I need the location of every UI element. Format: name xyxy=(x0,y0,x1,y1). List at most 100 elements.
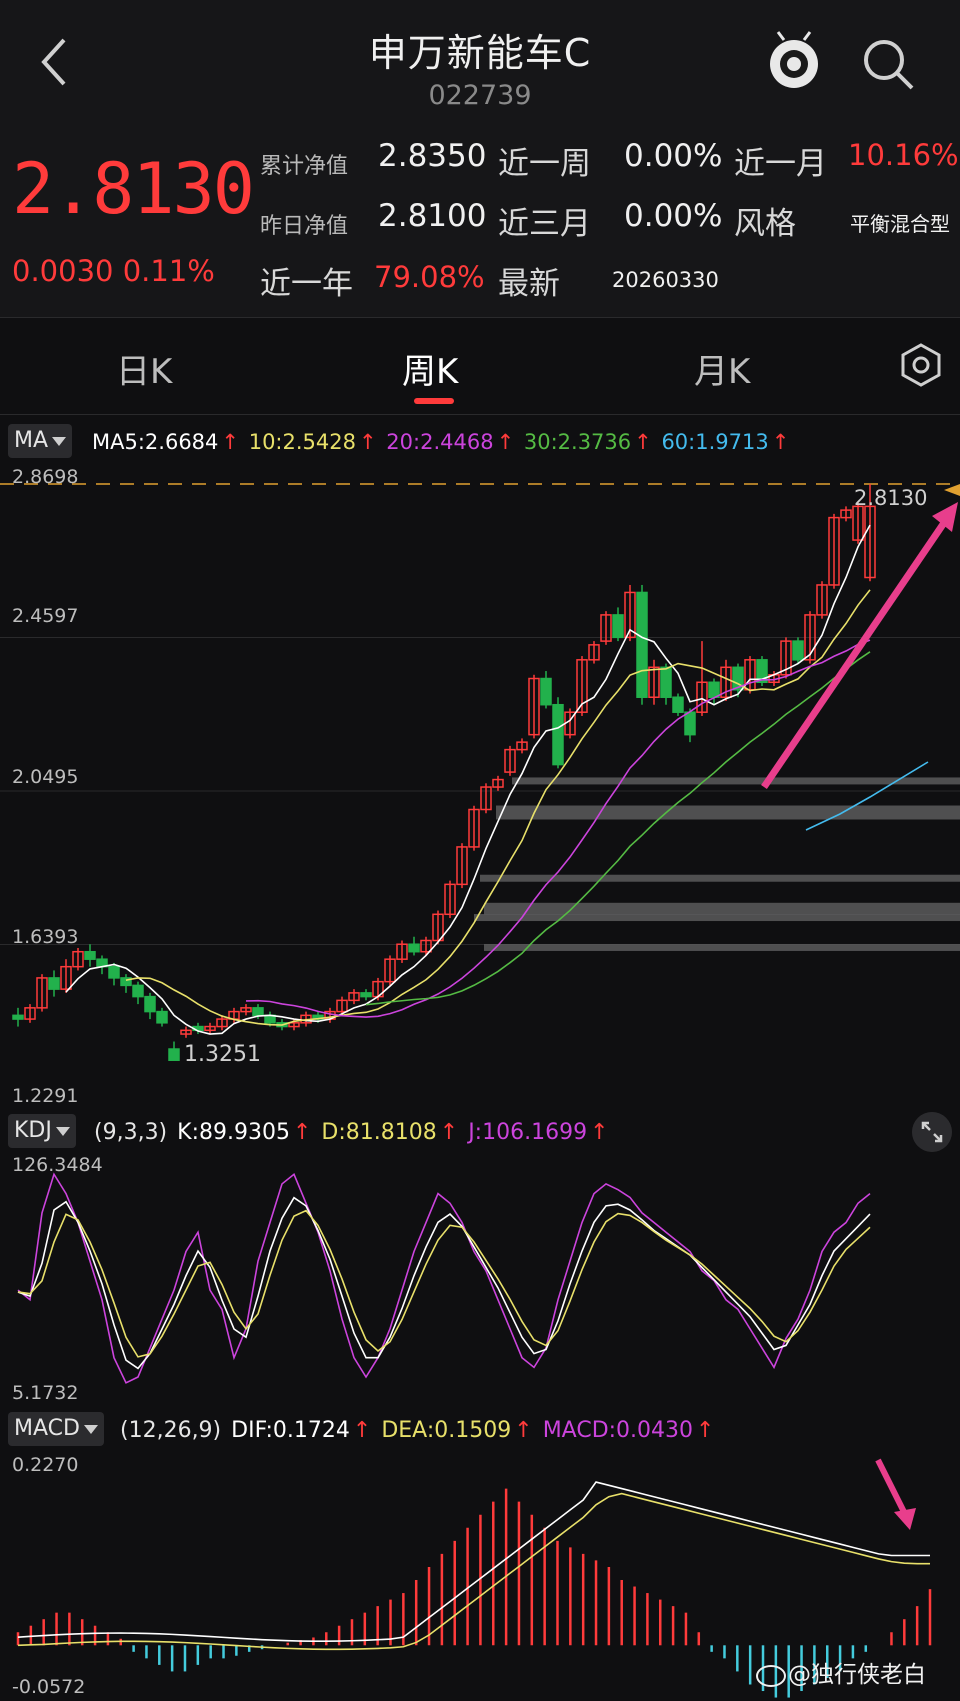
prev-nav-value: 2.8100 xyxy=(378,198,487,234)
candle-body xyxy=(624,591,636,639)
fund-code: 022739 xyxy=(428,80,532,111)
price-axis-label-top: 2.8698 xyxy=(12,466,79,488)
candle-body xyxy=(240,1007,252,1013)
candle-body xyxy=(720,666,732,698)
price-change-value: 0.0030 xyxy=(12,254,114,288)
candle-body xyxy=(684,711,696,736)
candle-body xyxy=(180,1029,192,1035)
candle-body xyxy=(816,584,828,616)
kdj-selector-label: KDJ xyxy=(14,1118,52,1143)
candle-body xyxy=(156,1010,168,1024)
macd-selector[interactable]: MACD xyxy=(8,1412,104,1446)
kdj-params: (9,3,3) xyxy=(94,1120,168,1145)
candle-body xyxy=(732,666,744,691)
candle-body xyxy=(144,995,156,1013)
year-value: 79.08% xyxy=(374,260,485,294)
candle-body xyxy=(24,1007,36,1020)
candle-body xyxy=(804,614,816,661)
candle-body xyxy=(288,1022,300,1028)
active-tab-indicator xyxy=(414,398,454,404)
candle-body xyxy=(492,778,504,788)
ma60-up-arrow: ↑ xyxy=(771,430,790,454)
candle-body xyxy=(696,681,708,713)
week-value: 0.00% xyxy=(624,138,723,174)
kdj-chart[interactable] xyxy=(0,1152,960,1406)
ma20-value: 20:2.4468 xyxy=(386,430,494,454)
macd-hist-value: MACD:0.0430 xyxy=(542,1418,694,1443)
candle-body xyxy=(252,1007,264,1017)
candle-body xyxy=(660,666,672,698)
support-band xyxy=(512,777,960,785)
settings-hexagon-icon[interactable] xyxy=(898,342,944,388)
ma-values: MA5:2.6684 ↑ 10:2.5428 ↑ 20:2.4468 ↑ 30:2.3… xyxy=(92,430,792,454)
price-change: 0.0030 0.11% xyxy=(12,254,215,288)
watermark: @独行侠老白 xyxy=(756,1655,926,1689)
candle-body xyxy=(216,1018,228,1028)
tab-monthly[interactable]: 月K xyxy=(694,352,751,392)
candle-body xyxy=(756,659,768,684)
kdj-d-line xyxy=(17,1209,871,1358)
candle-body xyxy=(480,786,492,811)
kdj-j-up-arrow: ↑ xyxy=(590,1120,609,1145)
candle-body xyxy=(348,992,360,1002)
candle-body xyxy=(360,992,372,998)
kdj-k-line xyxy=(17,1196,871,1370)
kdj-indicator-bar: KDJ (9,3,3) K:89.9305 ↑ D:81.8108 ↑ J:106.… xyxy=(0,1112,960,1152)
support-band xyxy=(496,805,960,820)
year-label: 近一年 xyxy=(260,266,353,302)
last-price-tag: 2.8130 xyxy=(854,486,928,510)
ma-selector[interactable]: MA xyxy=(8,424,73,458)
search-icon[interactable] xyxy=(860,36,916,92)
ma5-value: MA5:2.6684 xyxy=(92,430,219,454)
candle-body xyxy=(840,509,852,519)
candle-body xyxy=(432,913,444,942)
top-bar: 申万新能车C 022739 xyxy=(0,0,960,122)
candle-body xyxy=(84,950,96,960)
ma5-up-arrow: ↑ xyxy=(221,430,240,454)
macd-dif-value: DIF:0.1724 xyxy=(231,1418,350,1443)
style-value: 平衡混合型 xyxy=(850,212,950,236)
kdj-k-value: K:89.9305 xyxy=(177,1120,290,1145)
macd-dif-line xyxy=(17,1481,930,1643)
candle-body xyxy=(72,950,84,968)
macd-dea-value: DEA:0.1509 xyxy=(381,1418,512,1443)
macd-axis-min: -0.0572 xyxy=(12,1676,86,1698)
candle-body xyxy=(576,659,588,713)
tab-daily[interactable]: 日K xyxy=(116,352,173,392)
candle-body xyxy=(852,505,864,541)
expand-icon[interactable] xyxy=(912,1112,952,1152)
candle-body xyxy=(12,1014,24,1020)
dropdown-triangle-icon xyxy=(83,1424,98,1434)
month-label: 近一月 xyxy=(734,146,827,182)
candle-body xyxy=(108,965,120,979)
macd-chart[interactable] xyxy=(0,1452,960,1701)
candlestick-chart[interactable] xyxy=(0,462,960,1102)
kdj-d-up-arrow: ↑ xyxy=(439,1120,459,1145)
kdj-values: (9,3,3) K:89.9305 ↑ D:81.8108 ↑ J:106.1699… xyxy=(94,1120,612,1145)
price-axis-label-bottom: 1.2291 xyxy=(12,1085,79,1107)
dropdown-triangle-icon xyxy=(52,436,67,446)
candle-body xyxy=(444,883,456,916)
acc-nav-value: 2.8350 xyxy=(378,138,487,174)
ma10-up-arrow: ↑ xyxy=(358,430,377,454)
candle-body xyxy=(708,681,720,698)
back-arrow-icon[interactable] xyxy=(34,32,82,92)
candle-body xyxy=(60,965,72,990)
kdj-selector[interactable]: KDJ xyxy=(8,1114,76,1148)
latest-date: 20260330 xyxy=(612,268,719,292)
quote-panel: 2.8130 0.0030 0.11% 累计净值 2.8350 近一周 0.00… xyxy=(0,122,960,318)
support-band xyxy=(484,902,960,915)
candle-body xyxy=(864,505,876,579)
last-price-marker xyxy=(944,484,960,496)
tab-weekly[interactable]: 周K xyxy=(402,352,459,392)
prev-nav-label: 昨日净值 xyxy=(260,214,349,239)
kdj-k-up-arrow: ↑ xyxy=(292,1120,312,1145)
macd-dea-up-arrow: ↑ xyxy=(514,1418,533,1443)
robot-assistant-icon[interactable] xyxy=(764,30,824,94)
month-value: 10.16% xyxy=(848,138,959,172)
ma-indicator-bar: MA MA5:2.6684 ↑ 10:2.5428 ↑ 20:2.4468 ↑ 30:… xyxy=(0,422,960,462)
annotation-arrow-line xyxy=(761,512,953,789)
kdj-axis-min: 5.1732 xyxy=(12,1382,79,1404)
candle-body xyxy=(396,943,408,960)
candle-body xyxy=(612,614,624,639)
